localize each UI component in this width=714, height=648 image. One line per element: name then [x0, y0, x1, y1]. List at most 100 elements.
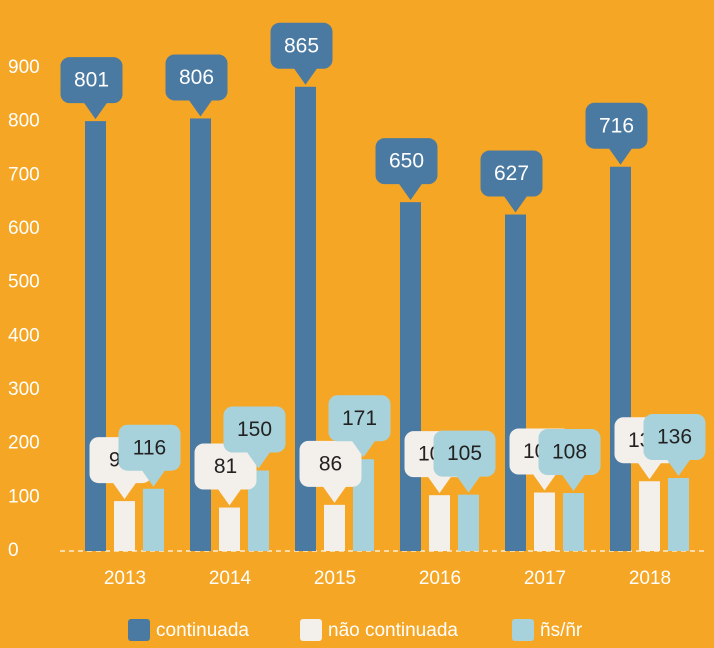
callout-pointer	[427, 476, 452, 494]
bar	[400, 202, 421, 551]
legend-label: ñs/ñr	[540, 620, 583, 641]
value-callout: 136	[643, 414, 706, 477]
callout-box	[194, 443, 257, 490]
bar	[534, 492, 555, 551]
x-tick-label: 2017	[524, 568, 566, 589]
value-label: 86	[319, 452, 342, 475]
y-tick-label: 900	[8, 57, 40, 78]
callout-pointer	[217, 488, 242, 506]
value-callout: 150	[223, 406, 286, 469]
value-label: 116	[133, 436, 166, 459]
legend-label: não continuada	[328, 620, 458, 641]
callout-pointer	[112, 482, 137, 500]
value-label: 150	[237, 418, 272, 441]
bar	[143, 488, 164, 551]
value-label: 650	[389, 150, 424, 173]
value-callout: 171	[328, 395, 391, 458]
x-tick-label: 2016	[419, 568, 461, 589]
value-callout: 116	[118, 424, 181, 487]
value-callout: 716	[585, 102, 648, 165]
y-tick-label: 300	[8, 379, 40, 400]
value-callout: 105	[433, 430, 496, 493]
callout-pointer	[398, 183, 423, 201]
value-callout: 865	[270, 22, 333, 85]
legend-swatch	[128, 619, 150, 641]
callout-pointer	[666, 459, 691, 477]
bar	[610, 166, 631, 551]
value-label: 81	[214, 455, 237, 478]
callout-pointer	[322, 485, 347, 503]
callout-box	[118, 424, 181, 471]
value-callout: 806	[165, 54, 228, 117]
bar	[668, 478, 689, 551]
callout-box	[585, 102, 648, 149]
callout-box	[60, 57, 123, 104]
legend-swatch	[300, 619, 322, 641]
legend-swatch	[512, 619, 534, 641]
callout-box	[375, 138, 438, 185]
bar	[190, 118, 211, 552]
x-tick-label: 2018	[629, 568, 671, 589]
value-label: 627	[494, 162, 529, 185]
bar	[429, 495, 450, 551]
callout-pointer	[188, 99, 213, 117]
value-callout: 801	[60, 57, 123, 120]
y-tick-label: 200	[8, 433, 40, 454]
value-label: 806	[179, 66, 214, 89]
bar	[219, 507, 240, 551]
x-tick-label: 2014	[209, 568, 252, 589]
value-label: 171	[342, 407, 377, 430]
callout-box	[223, 406, 286, 453]
callout-pointer	[503, 195, 528, 213]
bar	[458, 494, 479, 551]
callout-box	[165, 54, 228, 101]
callout-box	[643, 414, 706, 461]
bar	[85, 121, 106, 551]
x-tick-label: 2015	[314, 568, 356, 589]
y-tick-label: 100	[8, 486, 40, 507]
y-tick-label: 700	[8, 164, 40, 185]
bar	[114, 501, 135, 551]
callout-pointer	[637, 462, 662, 480]
y-tick-label: 400	[8, 325, 40, 346]
y-tick-label: 0	[8, 540, 19, 561]
value-callout: 81	[194, 443, 257, 506]
value-label: 105	[447, 442, 482, 465]
bar	[295, 86, 316, 552]
callout-box	[480, 150, 543, 197]
bar	[639, 481, 660, 551]
value-label: 136	[657, 426, 692, 449]
callout-pointer	[351, 440, 376, 458]
value-label: 108	[552, 441, 587, 464]
bar	[563, 493, 584, 551]
bar	[324, 504, 345, 551]
callout-box	[433, 430, 496, 477]
value-label: 865	[284, 34, 319, 57]
callout-pointer	[561, 474, 586, 492]
callout-box	[328, 395, 391, 442]
value-label: 801	[74, 69, 109, 92]
callout-box	[299, 440, 362, 487]
callout-pointer	[141, 469, 166, 487]
value-label: 716	[599, 114, 634, 137]
bar	[505, 214, 526, 551]
legend-label: continuada	[156, 620, 249, 641]
y-tick-label: 500	[8, 272, 40, 293]
callout-pointer	[456, 475, 481, 493]
callout-pointer	[83, 102, 108, 120]
value-callout: 86	[299, 440, 362, 503]
callout-box	[270, 22, 333, 69]
y-tick-label: 800	[8, 111, 40, 132]
callout-box	[538, 429, 601, 476]
callout-pointer	[532, 473, 557, 491]
callout-pointer	[246, 451, 271, 469]
callout-pointer	[293, 67, 318, 85]
callout-pointer	[608, 147, 633, 165]
value-callout: 650	[375, 138, 438, 201]
bar	[248, 470, 269, 551]
y-tick-label: 600	[8, 218, 40, 239]
value-callout: 108	[538, 429, 601, 492]
value-callout: 627	[480, 150, 543, 213]
x-tick-label: 2013	[104, 568, 146, 589]
